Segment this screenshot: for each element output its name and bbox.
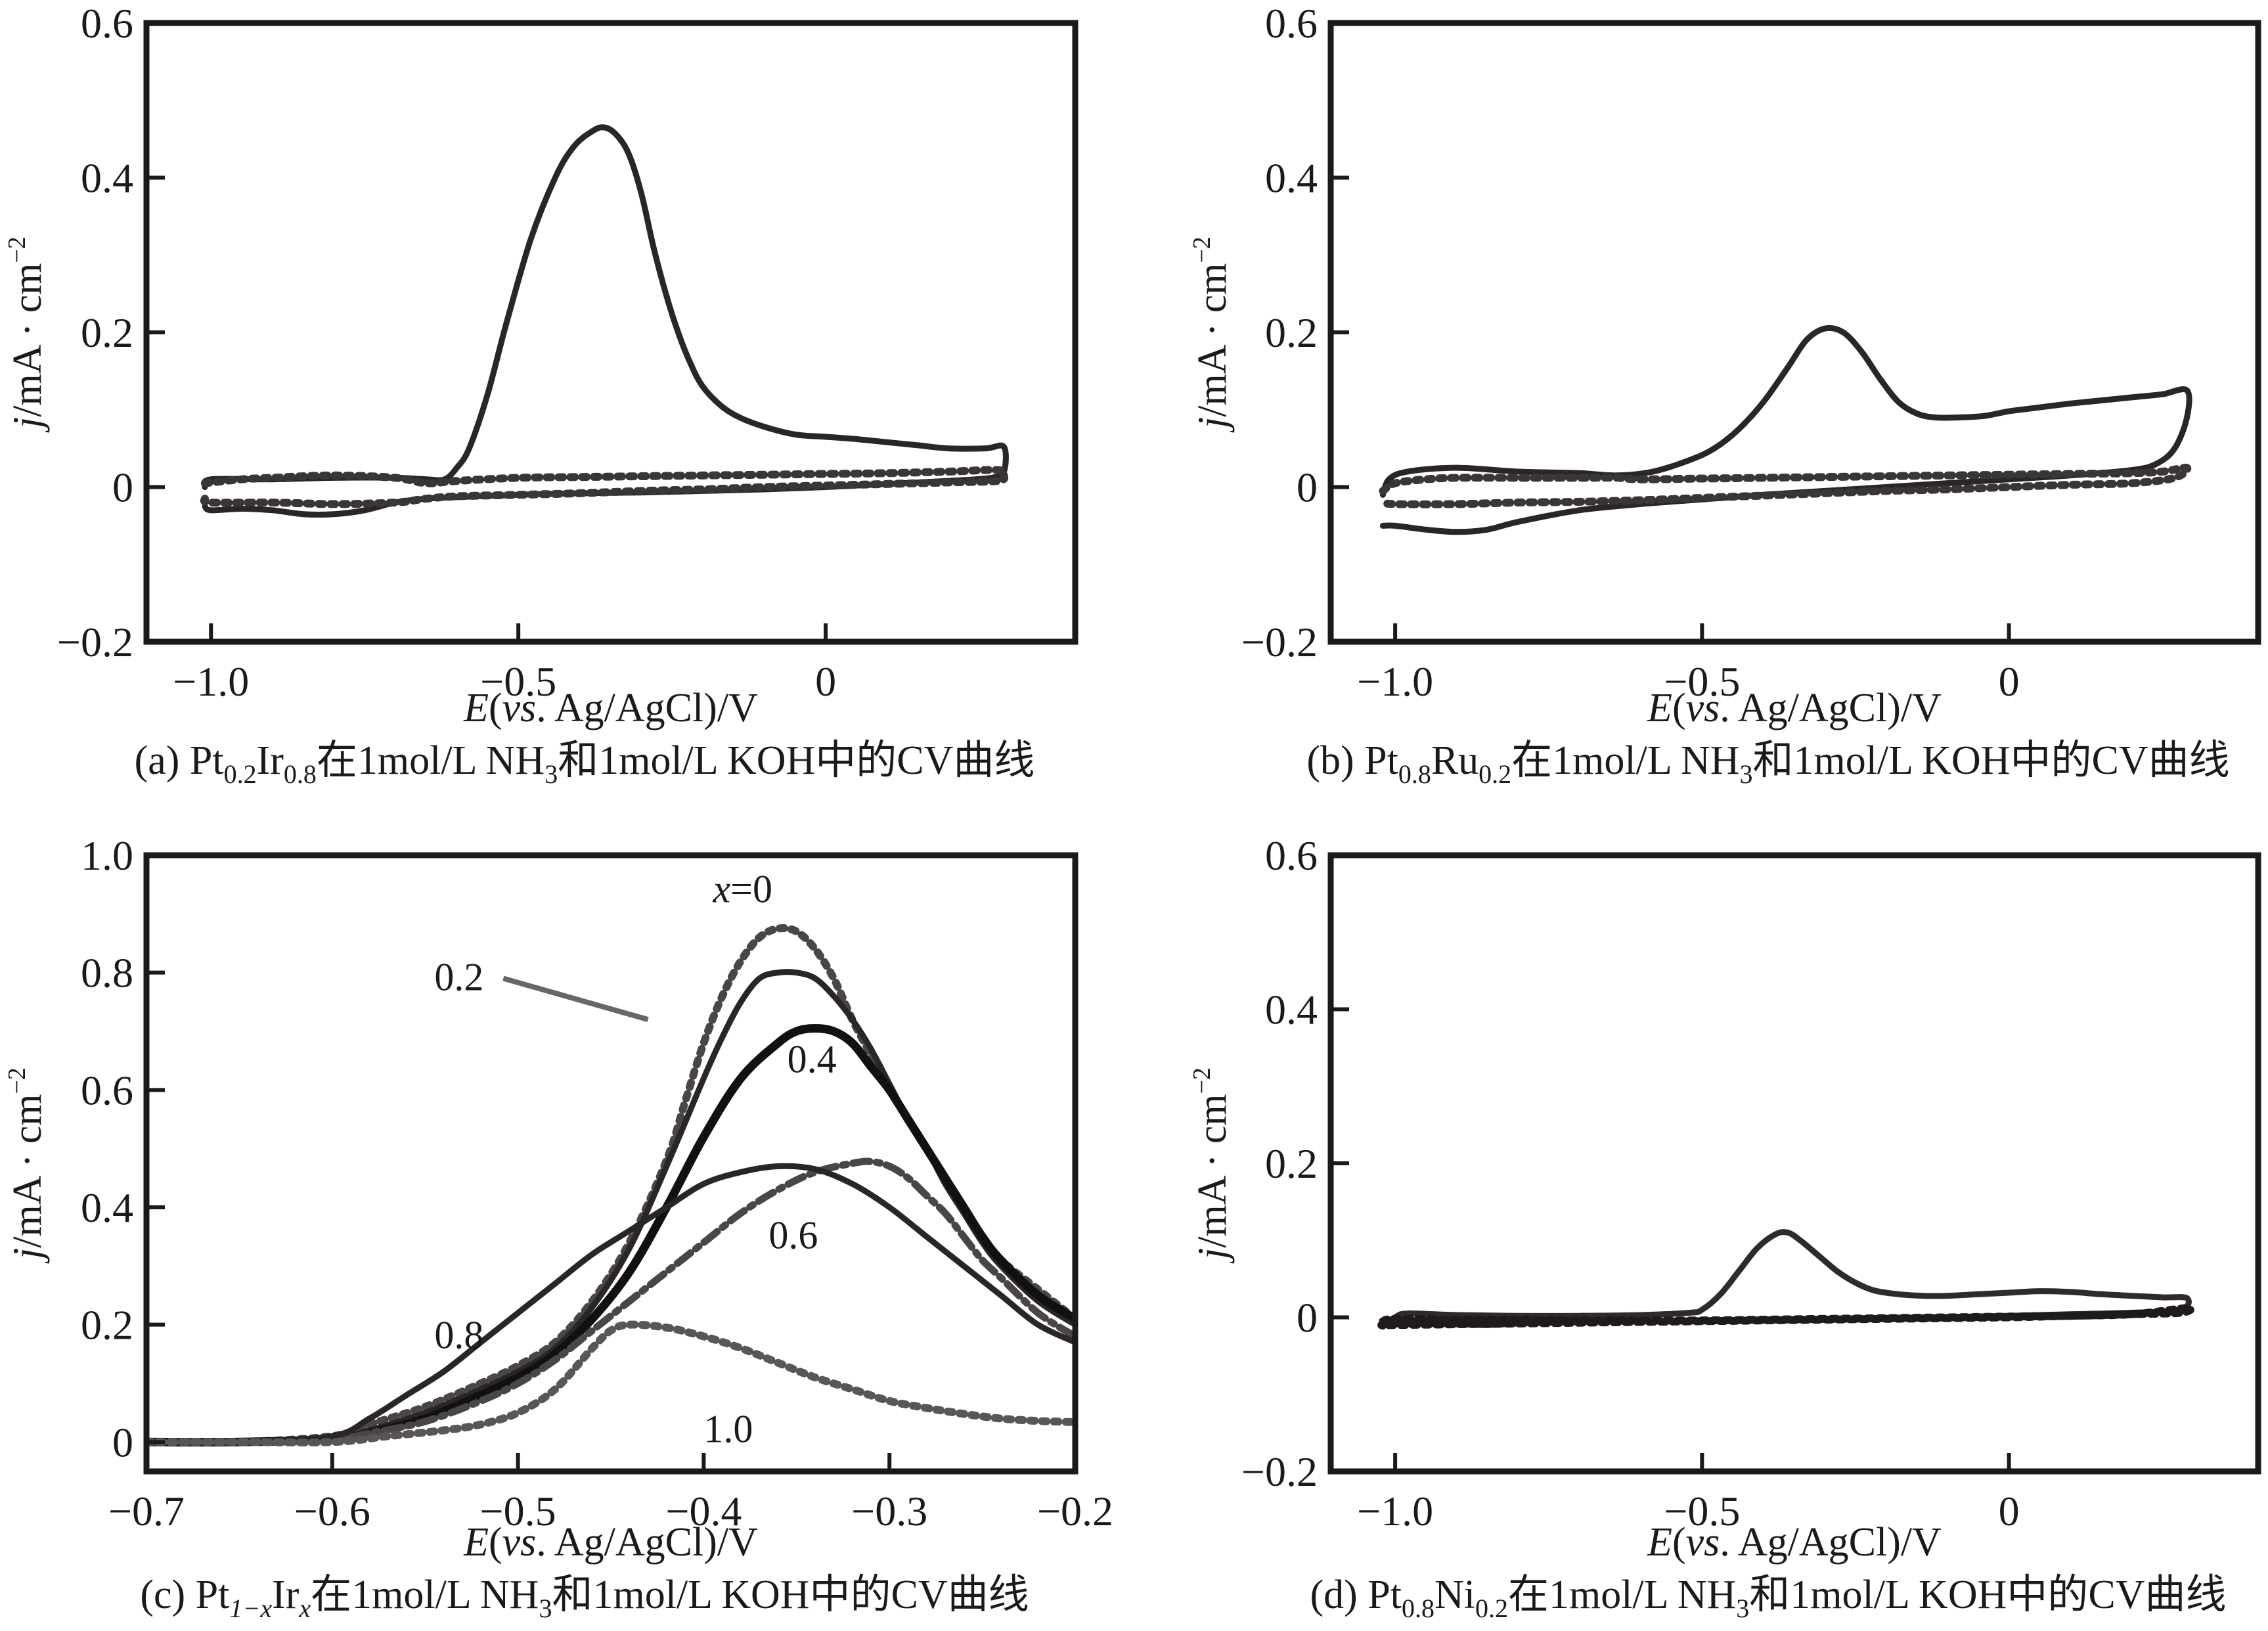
y-tick-label: 0.4 — [81, 155, 133, 202]
curve-annotation: 0.8 — [434, 1313, 483, 1356]
series-without-nh3-background- — [1379, 463, 2192, 508]
y-axis-label: j/mA · cm−2 — [3, 1067, 50, 1264]
y-tick-label: 0.6 — [81, 1067, 133, 1113]
x-tick-label: 0 — [815, 658, 836, 705]
series-group — [1377, 1229, 2195, 1330]
x-tick-label: 0 — [1999, 1488, 2020, 1534]
curve-annotation: 0.2 — [434, 955, 483, 998]
y-tick-label: 0 — [112, 1419, 133, 1465]
x-tick-label: −0.6 — [294, 1488, 370, 1534]
annotation-leader-line — [502, 975, 649, 1022]
y-tick-label: 0 — [1297, 464, 1318, 511]
panel-d: −1.0 −0.5 0 −0.2 0 0.2 0.4 0.6 E(vs. Ag/AgCl)/V j… — [1188, 832, 2261, 1623]
x-tick-label: −1.0 — [1357, 1488, 1433, 1534]
y-tick-label: −0.2 — [57, 619, 133, 665]
series-x-0.6 — [146, 1157, 1075, 1446]
y-tick-label: −0.2 — [1241, 619, 1318, 665]
y-axis-label: j/mA · cm−2 — [1188, 1067, 1235, 1264]
y-tick-label: 0.2 — [1265, 309, 1318, 356]
x-tick-label: −0.4 — [665, 1488, 742, 1534]
series-x-0.8 — [146, 1163, 1075, 1446]
x-tick-label: −0.5 — [480, 1488, 556, 1534]
curve-annotation: 0.6 — [768, 1214, 818, 1257]
y-tick-label: 0.2 — [1265, 1140, 1318, 1187]
series-x-0 — [146, 924, 1075, 1446]
plot-frame — [1327, 852, 2261, 1475]
y-tick-label: 0.6 — [1265, 832, 1318, 879]
y-tick-label: 0.6 — [81, 0, 133, 47]
y-tick-label: 0 — [1297, 1295, 1318, 1341]
x-tick-label: −1.0 — [173, 658, 249, 705]
x-tick-label: −0.7 — [108, 1488, 185, 1534]
series-without-nh3-background- — [200, 466, 1009, 508]
y-tick-label: 1.0 — [81, 832, 133, 879]
y-axis-label: j/mA · cm−2 — [1188, 236, 1235, 433]
series-x-1.0 — [146, 1320, 1075, 1446]
y-tick-label: 0.2 — [81, 1302, 133, 1349]
curve-annotation: x=0 — [713, 867, 772, 910]
x-axis-label: E(vs. Ag/AgCl)/V — [463, 1520, 758, 1565]
panel-a: −1.0 −0.5 0 −0.2 0 0.2 0.4 0.6 E(vs. Ag/AgCl)/V j… — [3, 0, 1078, 789]
x-tick-label: −0.5 — [1664, 1488, 1740, 1534]
y-tick-label: 0.4 — [1265, 987, 1318, 1033]
y-tick-label: 0.8 — [81, 950, 133, 996]
curve-annotation: 0.4 — [788, 1038, 837, 1081]
panel-caption: (c) Pt1−xIrx在1mol/L NH3和1mol/L KOH中的CV曲线 — [140, 1573, 1029, 1623]
y-tick-label: −0.2 — [1241, 1448, 1318, 1495]
series-group — [146, 924, 1075, 1447]
series-without-nh3-background- — [1377, 1304, 2195, 1329]
x-axis-label: E(vs. Ag/AgCl)/V — [463, 686, 758, 730]
plot-frame — [1327, 20, 2261, 645]
series-group — [200, 124, 1009, 518]
x-tick-label: −0.5 — [480, 658, 556, 705]
y-tick-label: 0.2 — [81, 309, 133, 356]
x-axis-label: E(vs. Ag/AgCl)/V — [1647, 1520, 1942, 1565]
panel-caption: (a) Pt0.2Ir0.8在1mol/L NH3和1mol/L KOH中的CV… — [135, 738, 1035, 789]
series-group — [1379, 324, 2192, 535]
x-tick-label: 0 — [1999, 658, 2020, 705]
plot-frame — [143, 852, 1078, 1475]
panel-caption: (b) Pt0.8Ru0.2在1mol/L NH3和1mol/L KOH中的CV… — [1306, 738, 2229, 789]
x-tick-label: −0.3 — [851, 1488, 927, 1534]
y-tick-label: 0.4 — [1265, 155, 1318, 202]
y-tick-label: 0 — [112, 464, 133, 511]
plot-frame — [143, 20, 1078, 645]
panel-c: −0.7 −0.6 −0.5 −0.4 −0.3 −0.2 0 0.2 0.4 0.6 0.8 1.0… — [3, 832, 1113, 1623]
series-x-0.4 — [146, 1024, 1075, 1447]
curve-annotation: 1.0 — [703, 1407, 753, 1450]
series-with-nh3-forward-reverse-scan- — [201, 124, 1009, 518]
x-tick-label: −0.5 — [1664, 658, 1740, 705]
x-tick-label: −1.0 — [1357, 658, 1433, 705]
panel-caption: (d) Pt0.8Ni0.2在1mol/L NH3和1mol/L KOH中的CV… — [1310, 1573, 2226, 1623]
y-axis-label: j/mA · cm−2 — [3, 236, 50, 433]
y-tick-label: 0.6 — [1265, 0, 1318, 47]
panel-b: −1.0 −0.5 0 −0.2 0 0.2 0.4 0.6 E(vs. Ag/AgCl)/V j… — [1188, 0, 2261, 789]
x-tick-label: −0.2 — [1037, 1488, 1113, 1534]
y-tick-label: 0.4 — [81, 1184, 133, 1231]
x-axis-label: E(vs. Ag/AgCl)/V — [1647, 686, 1942, 730]
